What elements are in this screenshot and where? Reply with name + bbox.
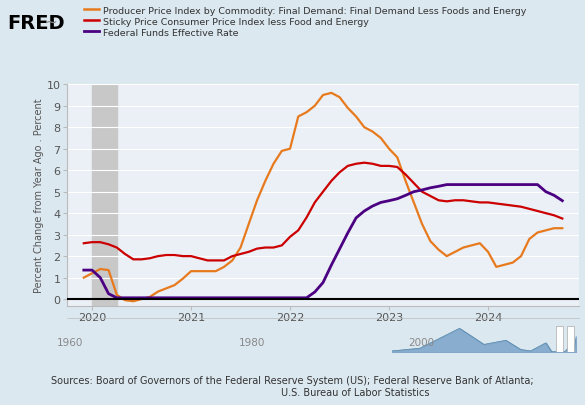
- Bar: [567, 326, 574, 352]
- Legend: Producer Price Index by Commodity: Final Demand: Final Demand Less Foods and Ene: Producer Price Index by Commodity: Final…: [84, 7, 526, 37]
- Text: FRED: FRED: [7, 14, 65, 33]
- Bar: [92, 85, 117, 306]
- Bar: [556, 326, 563, 352]
- Y-axis label: Percent Change from Year Ago . Percent: Percent Change from Year Ago . Percent: [33, 98, 43, 292]
- Text: Sources: Board of Governors of the Federal Reserve System (US); Federal Reserve : Sources: Board of Governors of the Feder…: [51, 375, 534, 397]
- Text: 1960: 1960: [57, 337, 84, 347]
- Text: 2000: 2000: [408, 337, 434, 347]
- Text: ~: ~: [44, 14, 57, 29]
- Text: 1980: 1980: [238, 337, 265, 347]
